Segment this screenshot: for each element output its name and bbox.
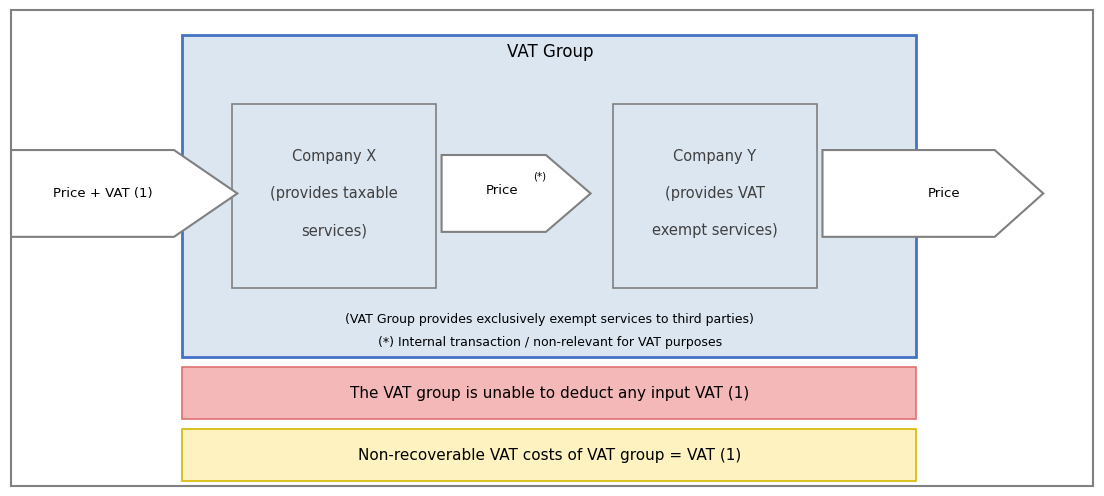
FancyBboxPatch shape xyxy=(182,35,916,357)
Text: (*): (*) xyxy=(533,171,546,181)
FancyBboxPatch shape xyxy=(182,429,916,481)
Text: Company Y: Company Y xyxy=(673,149,756,164)
Text: services): services) xyxy=(301,223,367,238)
Text: (*) Internal transaction / non-relevant for VAT purposes: (*) Internal transaction / non-relevant … xyxy=(378,336,722,349)
Text: Price + VAT (1): Price + VAT (1) xyxy=(53,187,152,200)
FancyBboxPatch shape xyxy=(182,367,916,419)
Text: The VAT group is unable to deduct any input VAT (1): The VAT group is unable to deduct any in… xyxy=(350,386,750,401)
Text: Company X: Company X xyxy=(291,149,376,164)
Polygon shape xyxy=(11,150,237,237)
FancyBboxPatch shape xyxy=(613,104,817,288)
Text: (provides taxable: (provides taxable xyxy=(270,186,397,201)
Text: Non-recoverable VAT costs of VAT group = VAT (1): Non-recoverable VAT costs of VAT group =… xyxy=(358,448,742,463)
Text: (VAT Group provides exclusively exempt services to third parties): (VAT Group provides exclusively exempt s… xyxy=(346,313,754,326)
Text: VAT Group: VAT Group xyxy=(507,43,593,61)
Polygon shape xyxy=(822,150,1043,237)
Text: exempt services): exempt services) xyxy=(652,223,777,238)
Text: Price: Price xyxy=(927,187,960,200)
Text: Price: Price xyxy=(486,185,519,197)
FancyBboxPatch shape xyxy=(232,104,436,288)
Polygon shape xyxy=(442,155,591,232)
Text: (provides VAT: (provides VAT xyxy=(665,186,765,201)
